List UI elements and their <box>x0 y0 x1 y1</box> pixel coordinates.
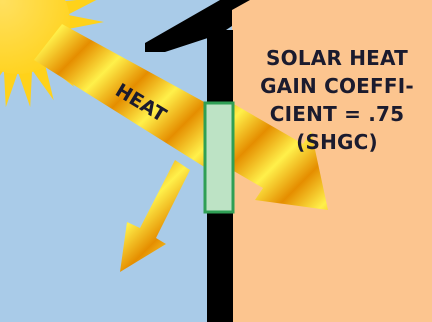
caption-line-2: GAIN COEFFI- <box>260 74 414 98</box>
transmitted-heat-arrow <box>232 103 328 210</box>
caption-line-4: (SHGC) <box>296 130 378 154</box>
reflected-heat-arrow <box>120 160 190 272</box>
window-glass <box>203 101 235 214</box>
caption-line-3: CIENT = .75 <box>269 102 405 126</box>
caption-line-1: SOLAR HEAT <box>266 46 408 70</box>
roof-line <box>145 0 250 52</box>
interior-room <box>232 0 432 322</box>
incoming-heat-beam <box>34 24 206 168</box>
